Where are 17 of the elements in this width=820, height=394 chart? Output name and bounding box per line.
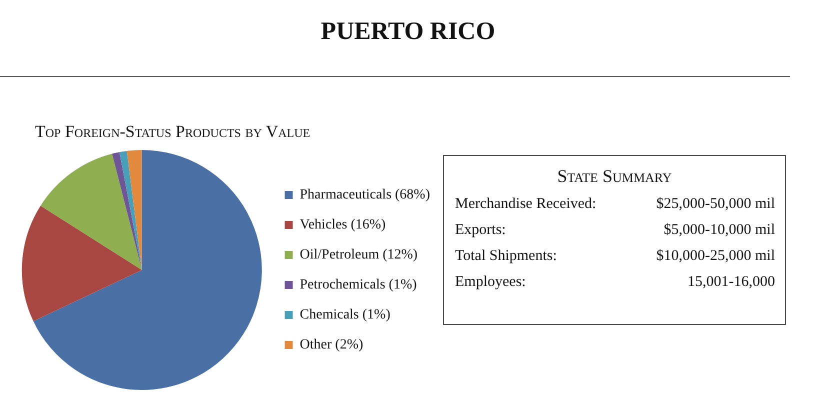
text: $5,000-10,000 mil — [664, 221, 775, 240]
text: $25,000-50,000 mil — [656, 195, 775, 214]
legend-label: Oil/Petroleum (12%) — [300, 248, 418, 263]
text: $10,000-25,000 mil — [656, 247, 775, 266]
text: State Summary — [556, 166, 673, 187]
legend-label: Chemicals (1%) — [300, 308, 391, 323]
text: Employees: — [455, 273, 526, 292]
chart-title: PUERTO RICO — [320, 18, 496, 46]
legend-label: Petrochemicals (1%) — [300, 278, 418, 293]
legend-label: Other (2%) — [300, 338, 364, 353]
text: Exports: — [455, 221, 506, 240]
chart-subtitle: Top Foreign-Status Products by Value — [35, 122, 310, 142]
text: Merchandise Received: — [455, 195, 596, 214]
text: 15,001-16,000 — [688, 273, 775, 292]
text: Total Shipments: — [455, 247, 557, 266]
legend-label: Pharmaceuticals (68%) — [300, 188, 430, 203]
legend-label: Vehicles (16%) — [300, 218, 386, 233]
